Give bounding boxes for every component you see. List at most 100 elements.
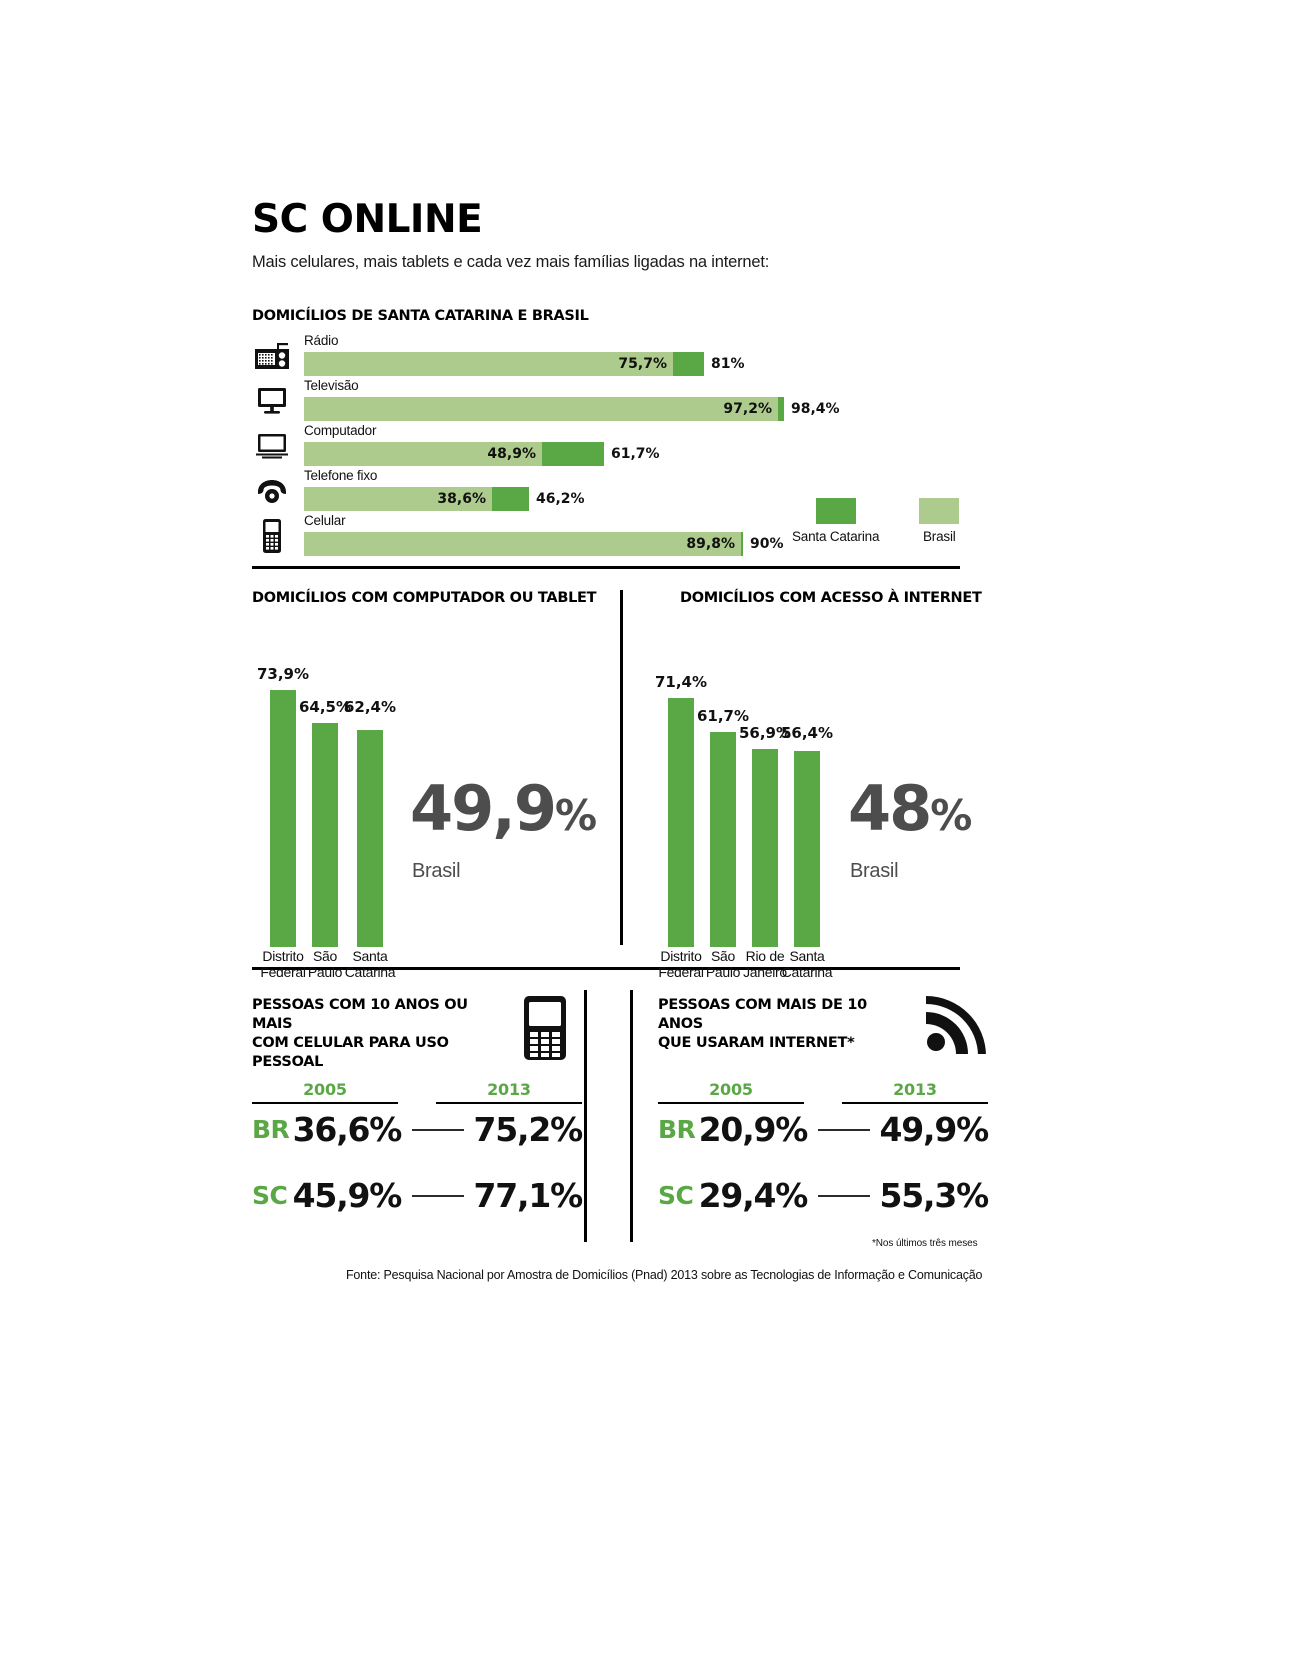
row-value-2013: 55,3% (879, 1176, 990, 1215)
households-section: DOMICÍLIOS DE SANTA CATARINA E BRASIL Rá… (252, 308, 962, 558)
row-tag-sc: SC (252, 1181, 288, 1210)
bar-segment-sc (542, 442, 604, 466)
year-underline-left (252, 1102, 398, 1104)
bar-segment-brasil: 75,7% (304, 352, 673, 376)
bar-value-brasil: 48,9% (487, 446, 536, 462)
wifi-icon (924, 996, 986, 1054)
bar-segment-brasil: 97,2% (304, 397, 778, 421)
bar-category-label: Rio de Janeiro (731, 948, 799, 980)
bar-category-line2: Paulo (307, 963, 343, 980)
bar-value-sc: 98,4% (791, 401, 840, 417)
bar-segment-brasil: 38,6% (304, 487, 492, 511)
bar-row-label: Computador (304, 423, 377, 438)
bar-category-line2: Janeiro (743, 963, 787, 980)
bar-category-label: Distrito Federal (648, 948, 714, 980)
row-value-2005: 36,6% (292, 1110, 403, 1149)
row-tag-br: BR (658, 1115, 696, 1144)
bar-value-label: 62,4% (343, 698, 397, 716)
bar-category-line2: Catarina (781, 963, 833, 980)
bar-value-sc: 90% (750, 536, 784, 552)
year-column-2013: 2013 (842, 1080, 988, 1104)
bar-category-line1: Distrito (660, 948, 702, 964)
big-stat-value: 49,9% (410, 772, 597, 845)
year-column-2013: 2013 (436, 1080, 582, 1104)
bar-category-label: Distrito Federal (250, 948, 316, 980)
year-header-row: 2005 2013 (252, 1080, 582, 1104)
panel-internet-usage: PESSOAS COM MAIS DE 10 ANOS QUE USARAM I… (658, 996, 990, 1249)
bar-segment-sc (492, 487, 529, 511)
divider-top (252, 566, 960, 569)
bar-row-label: Televisão (304, 378, 359, 393)
panel-internet-title: PESSOAS COM MAIS DE 10 ANOS QUE USARAM I… (658, 996, 908, 1053)
bar-value-brasil: 75,7% (618, 356, 667, 372)
panel-title-line2: COM CELULAR PARA USO PESSOAL (252, 1035, 449, 1071)
chart-computer-tablet: DOMICÍLIOS COM COMPUTADOR OU TABLET 73,9… (250, 590, 597, 991)
bar-value-label: 64,5% (298, 698, 352, 716)
year-column-2005: 2005 (658, 1080, 804, 1104)
column-bar (357, 730, 383, 947)
year-column-2005: 2005 (252, 1080, 398, 1104)
panel-title-line1: PESSOAS COM MAIS DE 10 ANOS (658, 997, 867, 1033)
bar-row-label: Telefone fixo (304, 468, 378, 483)
row-value-2013: 77,1% (473, 1176, 584, 1215)
legend-label-br: Brasil (922, 529, 956, 544)
row-value-2005: 29,4% (698, 1176, 809, 1215)
legend-swatch-br (919, 498, 960, 524)
divider-vertical-lower (584, 990, 587, 1242)
bar-category-line1: Rio de (745, 948, 785, 964)
year-underline-left (658, 1102, 804, 1104)
column-bar (668, 698, 694, 947)
bar-segment-sc (673, 352, 704, 376)
year-underline-right (436, 1102, 582, 1104)
panel-title-line1: PESSOAS COM 10 ANOS OU MAIS (252, 997, 468, 1033)
bar-value-sc: 81% (711, 356, 745, 372)
bar-segment-brasil: 48,9% (304, 442, 542, 466)
page-subtitle: Mais celulares, mais tablets e cada vez … (252, 252, 770, 271)
column-bar (710, 732, 736, 947)
data-row-br: BR 36,6% 75,2% (252, 1110, 584, 1149)
column-bar (752, 749, 778, 947)
row-value-2013: 49,9% (879, 1110, 990, 1149)
year-header-row: 2005 2013 (658, 1080, 988, 1104)
big-stat-percent: % (930, 791, 972, 840)
bar-category-label: Santa Catarina (336, 948, 404, 980)
row-value-2013: 75,2% (473, 1110, 584, 1149)
bar-value-brasil: 97,2% (723, 401, 772, 417)
bar-category-line1: São (710, 948, 735, 964)
bar-row: Telefone fixo 38,6% 46,2% (252, 468, 962, 513)
panel-cellphone-personal: PESSOAS COM 10 ANOS OU MAIS COM CELULAR … (252, 994, 584, 1246)
bar-value-brasil: 38,6% (437, 491, 486, 507)
data-row-br: BR 20,9% 49,9% (658, 1110, 990, 1149)
legend-item-santa-catarina: Santa Catarina (792, 498, 879, 544)
bar-category-line1: Santa (352, 948, 388, 964)
cellphone-icon (252, 515, 292, 557)
year-label-left: 2005 (709, 1080, 753, 1099)
source-line: Fonte: Pesquisa Nacional por Amostra de … (346, 1268, 983, 1282)
cellphone-icon (522, 994, 568, 1062)
bar-row: Computador 48,9% 61,7% (252, 423, 962, 468)
row-value-2005: 20,9% (698, 1110, 809, 1149)
bar-row: Rádio 75,7% 81% (252, 333, 962, 378)
year-label-left: 2005 (303, 1080, 347, 1099)
bar-category-line1: Santa (789, 948, 825, 964)
year-underline-right (842, 1102, 988, 1104)
year-label-right: 2013 (487, 1080, 531, 1099)
bar-category-label: Santa Catarina (773, 948, 841, 980)
bar-value-brasil: 89,8% (686, 536, 735, 552)
row-tag-br: BR (252, 1115, 290, 1144)
divider-vertical-upper (620, 590, 623, 945)
bar-segment-brasil: 89,8% (304, 532, 741, 556)
row-connector-dash (817, 1128, 870, 1131)
data-row-sc: SC 29,4% 55,3% (658, 1176, 990, 1215)
bar-segment-sc (741, 532, 743, 556)
row-tag-sc: SC (658, 1181, 694, 1210)
households-heading: DOMICÍLIOS DE SANTA CATARINA E BRASIL (252, 308, 589, 324)
page-title: SC ONLINE (252, 197, 483, 242)
legend: Santa Catarina Brasil (792, 498, 960, 544)
bar-value-label: 73,9% (256, 665, 310, 683)
computer-icon (252, 425, 292, 467)
chart-internet-heading: DOMICÍLIOS COM ACESSO À INTERNET (680, 590, 982, 606)
row-value-2005: 45,9% (292, 1176, 403, 1215)
header: SC ONLINE Mais celulares, mais tablets e… (252, 197, 1012, 272)
